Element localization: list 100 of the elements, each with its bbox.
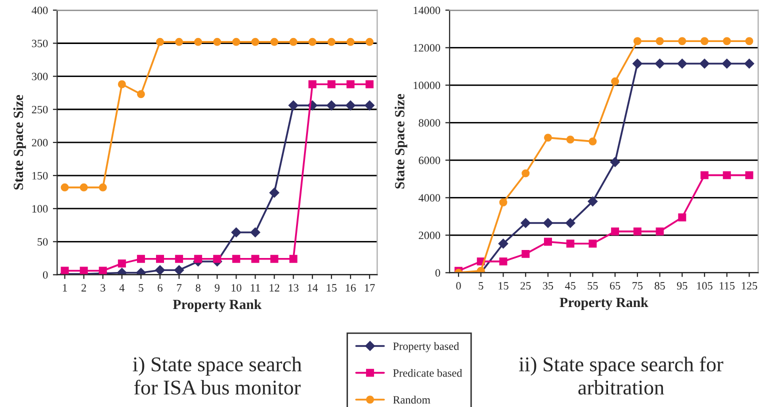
point (136, 90, 145, 98)
point (678, 213, 686, 222)
y-tick-label: 8000 (418, 119, 440, 127)
x-tick-label: 15 (326, 284, 337, 292)
y-tick-label: 0 (42, 271, 48, 279)
y-tick-label: 10000 (414, 82, 440, 90)
point (700, 171, 709, 180)
point (231, 227, 242, 238)
y-tick-label: 400 (32, 6, 48, 14)
point (700, 37, 709, 46)
x-tick-label: 7 (177, 284, 182, 292)
x-tick-label: 45 (565, 282, 576, 290)
x-tick-label: 3 (100, 284, 106, 292)
point (588, 137, 597, 146)
point (522, 250, 530, 258)
point (136, 254, 145, 263)
point (499, 198, 508, 206)
point (175, 254, 184, 263)
x-tick-label: 11 (250, 284, 260, 292)
point (633, 37, 642, 46)
point (346, 38, 355, 46)
y-tick-label: 250 (32, 106, 48, 114)
x-tick-label: 1 (62, 284, 67, 292)
x-tick-label: 85 (654, 282, 665, 290)
point (213, 254, 222, 263)
point (566, 136, 574, 144)
y-tick-label: 150 (32, 172, 48, 180)
x-tick-label: 65 (610, 282, 620, 290)
x-tick-label: 115 (720, 282, 735, 290)
point (610, 157, 620, 167)
point (156, 38, 164, 46)
point (213, 38, 222, 46)
x-tick-label: 95 (676, 282, 688, 290)
point (543, 218, 553, 228)
point (289, 254, 298, 263)
point (251, 38, 260, 46)
point (326, 100, 336, 110)
point (308, 80, 316, 88)
point (677, 58, 688, 69)
point (544, 134, 552, 142)
point (744, 58, 754, 69)
legend-label: Property based (393, 342, 460, 352)
x-tick-label: 4 (119, 284, 125, 292)
point (632, 58, 642, 69)
y-tick-label: 100 (32, 205, 48, 213)
point (118, 80, 126, 88)
point (194, 254, 202, 263)
point (98, 183, 107, 192)
y-axis-title: State Space Size (13, 94, 26, 190)
point (346, 100, 356, 110)
point (520, 218, 531, 228)
point (308, 38, 316, 46)
point (155, 265, 165, 275)
text: ii) State space search for arbitration (519, 356, 724, 395)
point (565, 218, 576, 228)
x-tick-label: 2 (82, 284, 86, 292)
x-tick-label: 6 (158, 284, 162, 292)
point (289, 38, 298, 46)
point (588, 196, 598, 206)
y-tick-label: 2000 (418, 232, 440, 240)
point (60, 183, 69, 192)
point (745, 37, 754, 46)
x-tick-label: 9 (214, 284, 220, 292)
point (498, 238, 508, 249)
point (544, 238, 552, 246)
x-tick-label: 35 (542, 282, 554, 290)
point (722, 171, 731, 180)
point (566, 240, 574, 248)
x-tick-label: 16 (346, 284, 356, 292)
point (678, 37, 686, 46)
point (722, 37, 731, 46)
y-tick-label: 12000 (414, 44, 440, 52)
point (611, 227, 620, 236)
x-tick-label: 14 (308, 284, 318, 292)
point (722, 58, 732, 69)
x-tick-label: 10 (232, 284, 242, 292)
point (366, 38, 374, 46)
legend-label: Predicate based (393, 368, 462, 377)
point (80, 183, 88, 192)
point (745, 171, 754, 180)
x-tick-label: 5 (478, 282, 484, 290)
point (633, 227, 642, 236)
y-tick-label: 0 (435, 269, 440, 277)
point (118, 259, 126, 268)
point (269, 188, 280, 198)
point (364, 100, 375, 110)
point (175, 38, 184, 46)
point (232, 254, 240, 263)
x-tick-label: 55 (588, 282, 598, 290)
point (499, 257, 508, 266)
x-tick-label: 15 (498, 282, 508, 290)
point (174, 265, 184, 275)
x-tick-label: 5 (138, 284, 144, 292)
y-tick-label: 350 (32, 40, 48, 48)
x-tick-label: 12 (270, 284, 280, 292)
point (327, 38, 336, 46)
point (270, 254, 278, 263)
x-tick-label: 105 (697, 282, 712, 290)
point (250, 227, 260, 238)
x-axis-title: Property Rank (172, 299, 262, 312)
